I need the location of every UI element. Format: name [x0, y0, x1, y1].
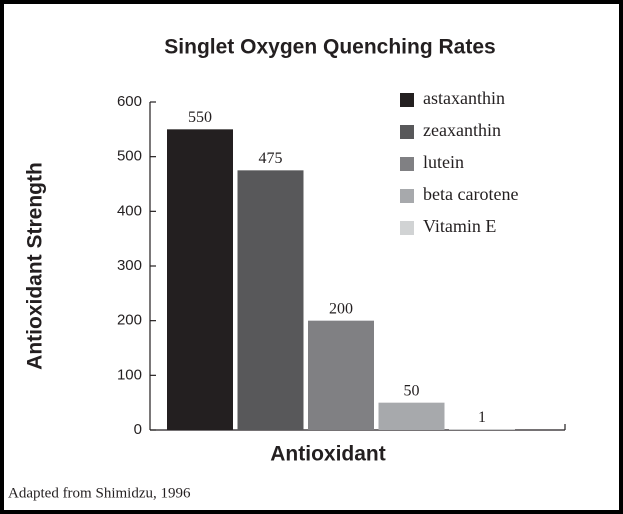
data-label: 200: [329, 300, 353, 317]
x-axis-label: Antioxidant: [270, 443, 386, 466]
data-label: 1: [478, 409, 486, 426]
y-tick-label: 200: [117, 312, 142, 329]
y-tick-label: 500: [117, 148, 142, 165]
legend-label: astaxanthin: [423, 88, 505, 108]
bar: [308, 320, 374, 430]
y-tick-label: 100: [117, 366, 142, 383]
data-label: 475: [259, 150, 283, 167]
legend-swatch: [400, 221, 414, 235]
legend-swatch: [400, 189, 414, 203]
legend-swatch: [400, 125, 414, 139]
source-note: Adapted from Shimidzu, 1996: [8, 485, 191, 501]
data-label: 50: [404, 382, 420, 399]
bar: [167, 129, 233, 431]
y-tick-label: 0: [134, 421, 142, 438]
y-tick-label: 600: [117, 93, 142, 110]
legend-label: Vitamin E: [423, 216, 496, 236]
legend-label: beta carotene: [423, 184, 518, 204]
legend-swatch: [400, 93, 414, 107]
legend-label: zeaxanthin: [423, 120, 501, 140]
bar: [449, 429, 515, 430]
bar: [378, 402, 445, 430]
y-tick-label: 300: [117, 257, 142, 274]
legend-swatch: [400, 157, 414, 171]
data-label: 550: [188, 109, 212, 126]
bar: [237, 170, 304, 431]
y-tick-label: 400: [117, 202, 142, 219]
legend-label: lutein: [423, 152, 464, 172]
y-axis-label: Antioxidant Strength: [24, 162, 47, 370]
chart-title: Singlet Oxygen Quenching Rates: [164, 36, 495, 59]
